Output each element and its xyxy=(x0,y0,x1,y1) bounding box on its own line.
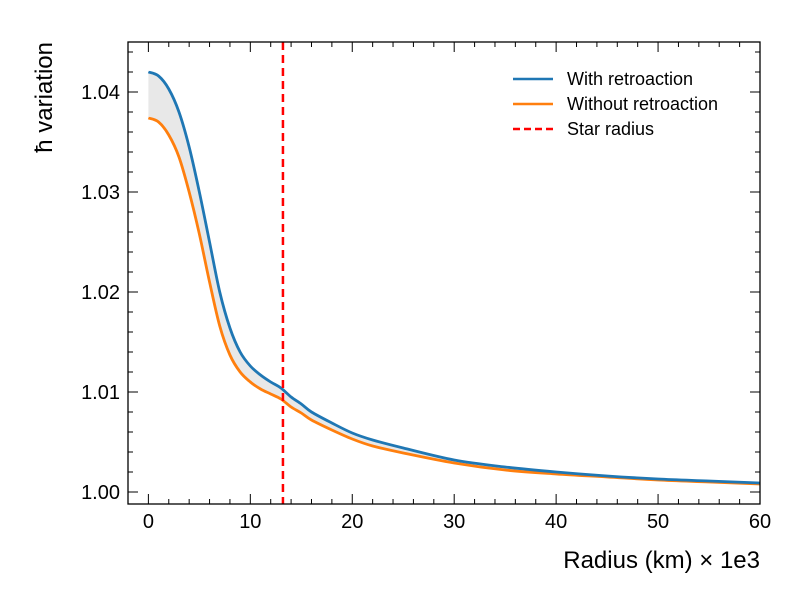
x-tick-label: 60 xyxy=(749,511,771,533)
y-tick-label: 1.04 xyxy=(81,82,120,104)
y-tick-label: 1.01 xyxy=(81,382,120,404)
y-tick-label: 1.02 xyxy=(81,282,120,304)
x-tick-label: 30 xyxy=(443,511,465,533)
y-tick-label: 1.03 xyxy=(81,182,120,204)
legend: With retroaction Without retroaction Sta… xyxy=(513,69,718,139)
x-tick-label: 50 xyxy=(647,511,669,533)
line-without-retroaction xyxy=(147,116,761,486)
series-lines-layer xyxy=(147,42,761,504)
y-axis-title: ħ variation xyxy=(31,42,58,153)
x-axis-title: Radius (km) × 1e3 xyxy=(563,547,760,574)
plot-frame xyxy=(127,41,761,505)
x-tick-label: 10 xyxy=(239,511,261,533)
x-tick-label: 40 xyxy=(545,511,567,533)
y-tick-label: 1.00 xyxy=(81,482,120,504)
ticks-layer: 0 10 20 30 40 50 60 1.00 1.01 1.02 1.03 1.04 xyxy=(81,42,771,533)
fill-between-layer xyxy=(148,72,760,484)
fill-between-area xyxy=(148,72,760,484)
x-tick-label: 20 xyxy=(341,511,363,533)
x-tick-label: 0 xyxy=(143,511,154,533)
axes-layer xyxy=(127,41,761,505)
legend-label-with-retroaction: With retroaction xyxy=(567,69,693,89)
legend-label-without-retroaction: Without retroaction xyxy=(567,94,718,114)
line-with-retroaction xyxy=(147,70,761,485)
legend-label-star-radius: Star radius xyxy=(567,119,654,139)
